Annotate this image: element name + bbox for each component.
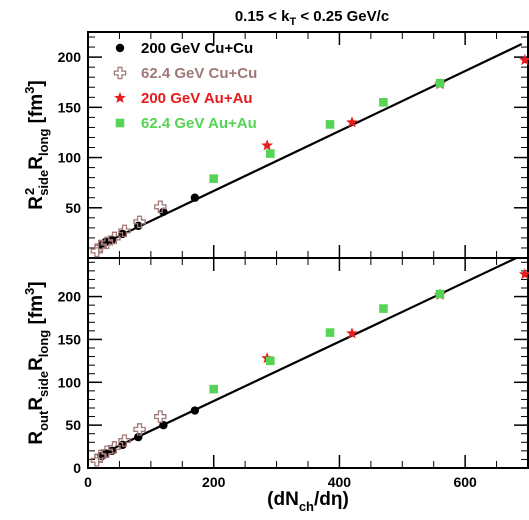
top-data-point xyxy=(118,224,131,238)
y-tick-label: 0 xyxy=(73,460,81,476)
top-data-point xyxy=(154,200,167,214)
bottom-data-point xyxy=(118,434,131,447)
y-tick-label: 150 xyxy=(58,99,82,115)
bottom-data-point xyxy=(325,328,335,337)
legend-label: 62.4 GeV Cu+Cu xyxy=(141,65,257,82)
top-data-point xyxy=(379,98,388,107)
bottom-data-point xyxy=(209,384,219,394)
x-tick-label: 600 xyxy=(453,474,477,490)
top-y-axis-label: R2sideRlong [fm3] xyxy=(22,80,51,210)
chart-title: 0.15 < kT < 0.25 GeV/c xyxy=(235,8,389,28)
bottom-data-point xyxy=(190,406,200,415)
x-tick-label: 400 xyxy=(328,474,352,490)
bottom-data-point xyxy=(159,420,168,430)
legend-label: 62.4 GeV Au+Au xyxy=(141,115,257,132)
bottom-y-axis-label: RoutRsideRlong [fm3] xyxy=(22,281,51,444)
axes-layer: 50 100 150 200 0 50 100 150 200 0 200 400 600 xyxy=(58,32,529,490)
legend-marker xyxy=(114,91,126,104)
bottom-data-point xyxy=(435,289,445,299)
top-data-point xyxy=(346,116,358,128)
top-data-point xyxy=(190,193,200,202)
legend: 200 GeV Cu+Cu 62.4 GeV Cu+Cu 200 GeV Au+Au… xyxy=(113,40,257,132)
top-data-point xyxy=(108,231,121,245)
top-data-point xyxy=(209,174,219,183)
top-data-point xyxy=(94,239,107,253)
data-points xyxy=(90,53,529,467)
bottom-fit-line xyxy=(96,258,519,457)
bottom-data-point xyxy=(108,441,121,454)
bottom-data-point xyxy=(133,423,146,436)
y-tick-label: 50 xyxy=(65,417,81,433)
fit-lines xyxy=(96,43,523,457)
legend-label: 200 GeV Au+Au xyxy=(141,90,253,107)
bottom-panel-frame xyxy=(87,257,529,469)
top-data-point xyxy=(265,149,275,158)
top-data-point xyxy=(100,236,114,250)
bottom-data-point xyxy=(154,410,167,423)
top-data-point xyxy=(133,215,146,229)
x-axis-label: (dNch/dη) xyxy=(267,489,349,514)
legend-marker xyxy=(113,66,127,80)
x-tick-label: 0 xyxy=(84,474,92,490)
top-data-point xyxy=(435,78,445,88)
bottom-data-point xyxy=(346,327,358,339)
top-data-point xyxy=(159,207,168,216)
top-data-point xyxy=(261,139,274,151)
legend-marker xyxy=(115,43,125,53)
top-data-point xyxy=(518,53,529,66)
y-tick-label: 100 xyxy=(58,150,82,166)
legend-marker xyxy=(115,118,125,128)
y-tick-label: 200 xyxy=(58,289,82,305)
top-data-point xyxy=(325,120,335,129)
legend-label: 200 GeV Cu+Cu xyxy=(141,40,253,57)
bottom-data-point xyxy=(265,356,275,366)
y-tick-label: 150 xyxy=(58,331,82,347)
top-fit-line xyxy=(100,43,523,246)
y-tick-label: 50 xyxy=(65,200,81,216)
bottom-data-point xyxy=(518,268,529,280)
y-tick-label: 100 xyxy=(58,374,82,390)
x-tick-label: 200 xyxy=(202,474,226,490)
y-tick-label: 200 xyxy=(58,49,82,65)
bottom-data-point xyxy=(379,304,388,313)
